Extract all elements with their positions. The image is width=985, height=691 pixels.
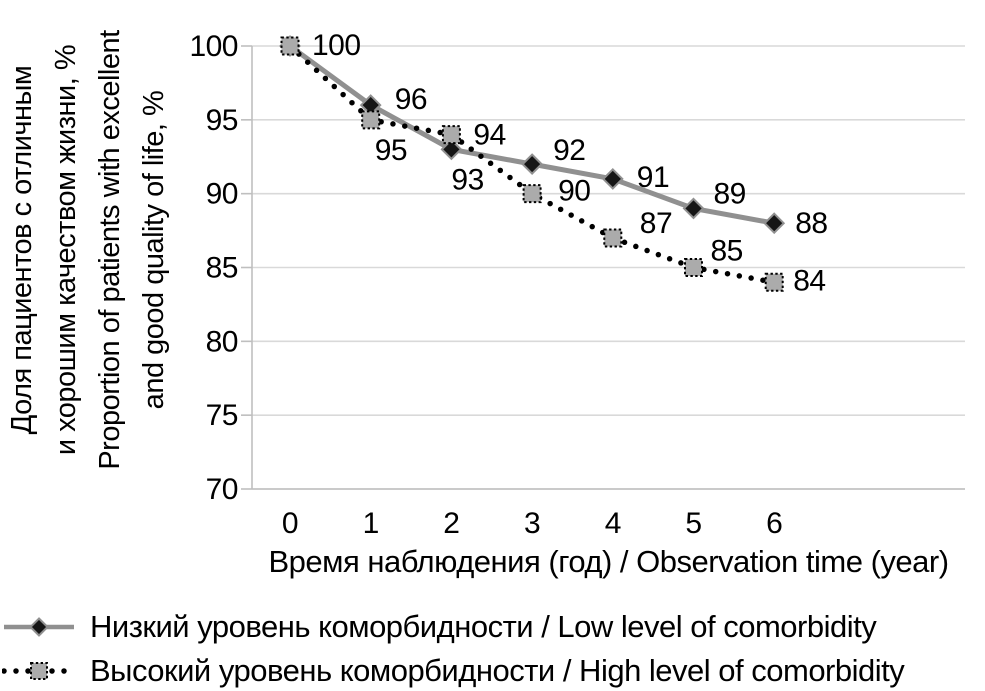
point-label: 84 <box>793 264 825 297</box>
y-tick-label: 70 <box>206 473 238 506</box>
x-tick-label: 0 <box>282 507 298 540</box>
marker-diamond <box>682 197 705 220</box>
point-label: 88 <box>795 207 827 240</box>
x-tick-label: 4 <box>605 507 621 540</box>
y-tick-label: 75 <box>206 399 238 432</box>
point-label: 93 <box>451 163 483 196</box>
point-label: 95 <box>375 134 407 167</box>
legend-key-diamond <box>29 617 49 637</box>
point-label: 96 <box>395 83 427 116</box>
x-axis-title: Время наблюдения (год) / Observation tim… <box>268 544 949 579</box>
y-tick-label: 95 <box>206 104 238 137</box>
point-label: 94 <box>473 119 505 152</box>
y-axis-title-line-2: и хорошим качеством жизни, % <box>50 44 82 456</box>
marker-square <box>361 110 381 130</box>
point-label: 89 <box>714 177 746 210</box>
point-label: 92 <box>553 134 585 167</box>
legend-label-high-comorbidity: Высокий уровень коморбидности / High lev… <box>90 653 905 688</box>
legend-item-high-comorbidity: Высокий уровень коморбидности / High lev… <box>2 649 985 691</box>
x-tick-label: 2 <box>443 507 459 540</box>
point-label: 90 <box>558 175 590 208</box>
plot-area: 70 75 80 85 90 95 100 0 1 2 3 4 5 6 100 96 93 92 91 89 88 95 9… <box>189 29 965 540</box>
point-label: 91 <box>637 161 669 194</box>
marker-diamond <box>601 167 624 190</box>
x-tick-label: 6 <box>766 507 782 540</box>
x-tick-label: 5 <box>685 507 701 540</box>
legend-key-low-series-icon <box>4 617 74 637</box>
legend-key-high-series-icon <box>2 662 76 680</box>
y-tick-label: 80 <box>206 325 238 358</box>
marker-square <box>441 125 461 145</box>
legend-label-low-comorbidity: Низкий уровень коморбидности / Low level… <box>90 609 877 644</box>
marker-square <box>280 36 300 56</box>
x-tick-label: 1 <box>363 507 379 540</box>
legend-key-square <box>30 662 48 680</box>
legend: Низкий уровень коморбидности / Low level… <box>2 605 985 691</box>
y-axis-title-line-4: and good quality of life, % <box>138 90 170 410</box>
y-tick-label: 85 <box>206 252 238 285</box>
y-axis-title: Доля пациентов с отличным и хорошим каче… <box>0 0 176 520</box>
marker-diamond <box>763 212 786 235</box>
point-label: 87 <box>640 207 672 240</box>
point-label: 100 <box>312 29 361 62</box>
marker-square <box>764 272 784 292</box>
y-tick-label: 90 <box>206 178 238 211</box>
marker-square <box>603 228 623 248</box>
y-axis-title-line-3: Proportion of patients with excellent <box>94 30 126 470</box>
point-label: 85 <box>711 235 743 268</box>
legend-item-low-comorbidity: Низкий уровень коморбидности / Low level… <box>2 605 985 649</box>
marker-square <box>684 258 703 277</box>
marker-diamond <box>521 153 544 176</box>
x-tick-label: 3 <box>524 507 540 540</box>
y-axis-title-line-1: Доля пациентов с отличным <box>6 65 38 435</box>
marker-diamond <box>440 138 463 161</box>
marker-square <box>522 184 542 204</box>
y-tick-label: 100 <box>189 30 238 63</box>
